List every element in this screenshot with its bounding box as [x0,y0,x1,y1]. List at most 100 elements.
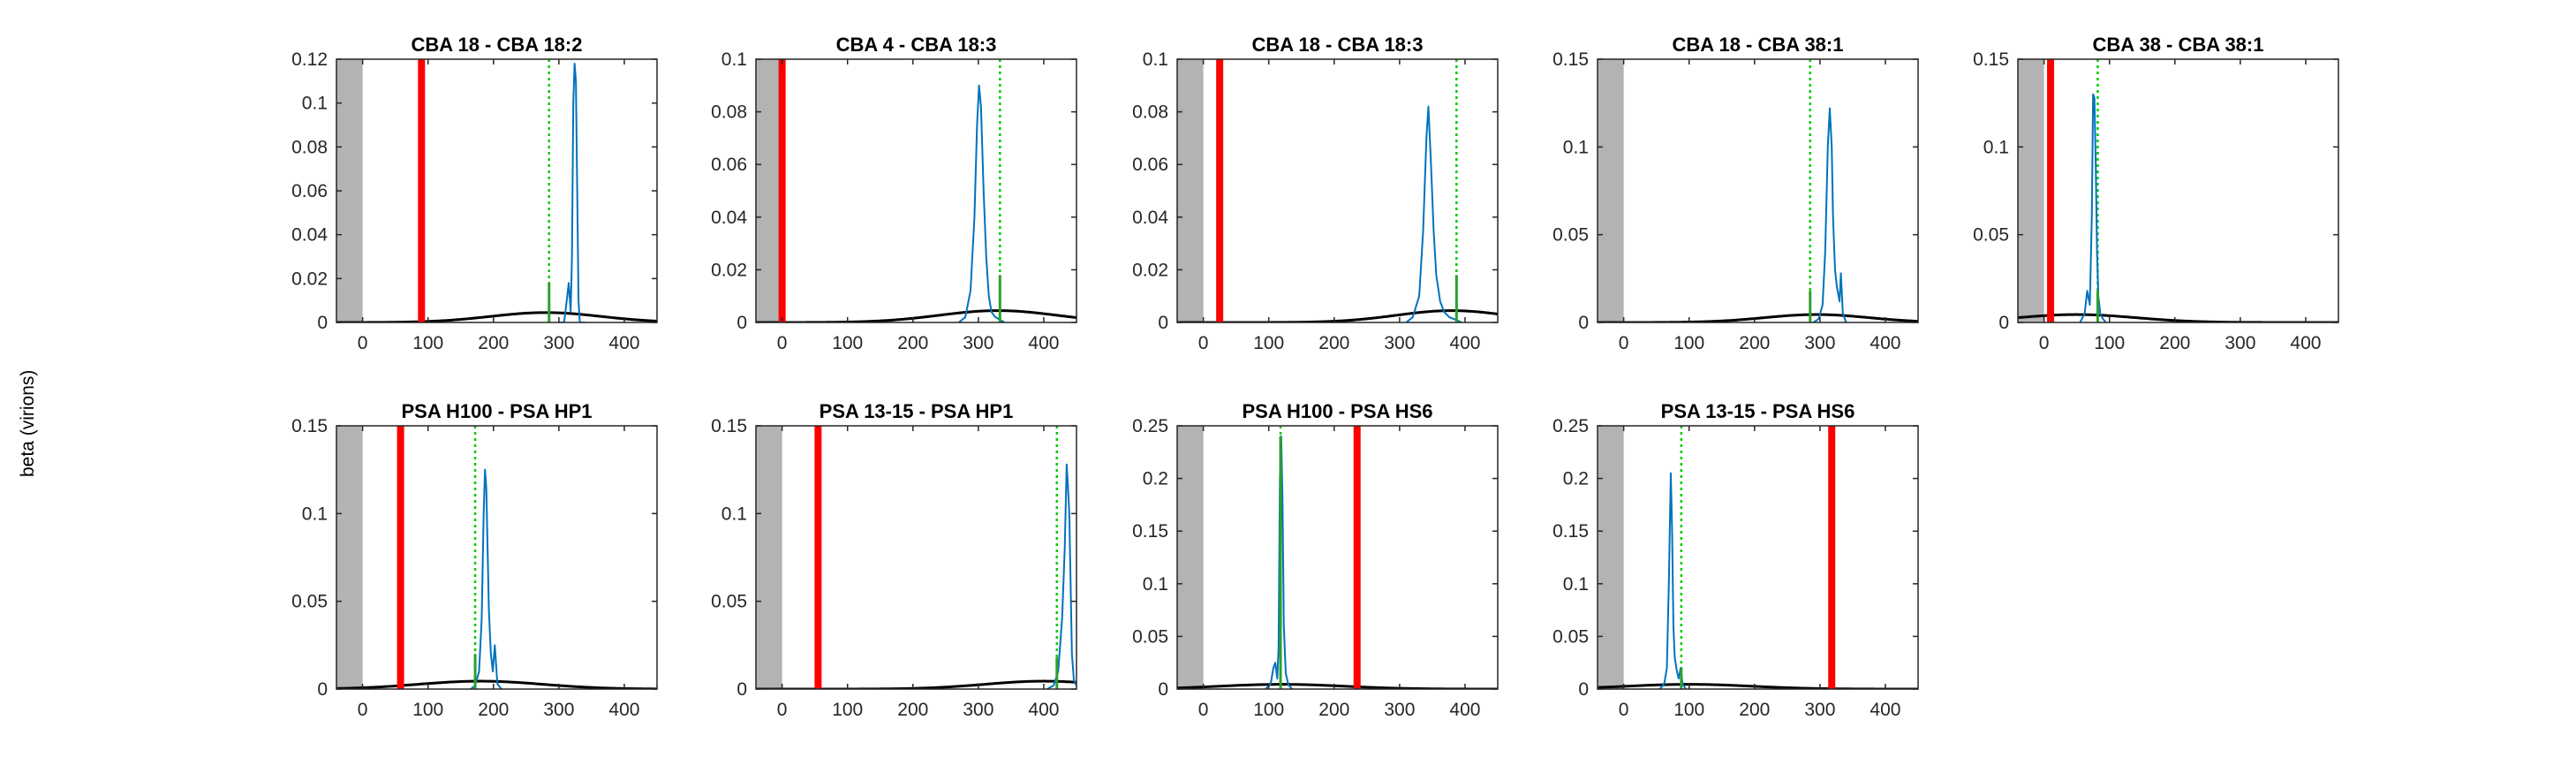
shaded-region [1177,59,1204,322]
y-tick-label: 0 [1578,313,1589,333]
x-tick-label: 100 [832,333,863,353]
subplot-2: 0 100 200 300 400 0 0.02 0.04 0.06 0.08 0.1 CBA 4 -… [711,34,1077,353]
subplot-5: 0 100 200 300 400 0 0.05 0.1 0.15 CBA 38 - CBA 38… [1973,34,2339,353]
subplot-title: PSA 13-15 - PSA HP1 [820,400,1014,422]
subplot-3: 0 100 200 300 400 0 0.02 0.04 0.06 0.08 0.1 CBA 18 … [1132,34,1499,353]
x-tick-label: 100 [1673,333,1704,353]
x-tick-label: 100 [412,700,443,720]
y-tick-label: 0.15 [1973,49,2009,70]
x-tick-label: 200 [1318,333,1349,353]
y-tick-label: 0 [317,313,328,333]
subplot-title: CBA 4 - CBA 18:3 [836,34,997,56]
shaded-region [1598,59,1624,322]
y-tick-label: 0.02 [1132,260,1168,280]
y-tick-label: 0.06 [1132,155,1168,175]
y-tick-label: 0.08 [711,102,747,123]
posterior-series [958,84,1006,322]
x-tick-label: 0 [1198,333,1209,353]
y-tick-label: 0.05 [711,592,747,612]
x-tick-label: 100 [1253,333,1284,353]
x-tick-label: 100 [1673,700,1704,720]
y-tick-label: 0.02 [711,260,747,280]
x-tick-label: 100 [1253,700,1284,720]
y-tick-label: 0 [737,313,747,333]
plot-area [756,59,1076,322]
x-tick-label: 0 [1198,700,1209,720]
x-tick-label: 400 [1870,700,1900,720]
axes-frame [755,425,1077,690]
plot-area [2018,59,2338,322]
x-tick-label: 300 [1804,333,1835,353]
axes-frame [1597,58,1919,323]
y-tick-label: 0.05 [1973,225,2009,246]
plot-area [1598,59,1918,322]
plot-area [1598,426,1918,689]
x-tick-label: 200 [897,333,928,353]
subplot-title: CBA 18 - CBA 18:2 [412,34,583,56]
axes-frame [2017,58,2339,323]
y-tick-label: 0.25 [1552,416,1589,436]
shaded-region [2018,59,2044,322]
x-tick-label: 400 [608,700,639,720]
axes-frame [1176,425,1499,690]
y-tick-label: 0.2 [1563,469,1589,489]
y-tick-label: 0.04 [711,208,747,228]
x-tick-label: 200 [897,700,928,720]
x-tick-label: 200 [1739,333,1770,353]
y-tick-label: 0.15 [291,416,328,436]
plot-area [336,59,657,322]
x-tick-label: 0 [358,700,368,720]
shaded-region [1598,426,1624,689]
subplot-6: 0 100 200 300 400 0 0.05 0.1 0.15 PSA H100 - PSA … [291,400,658,720]
subplot-1: 0 100 200 300 400 0 0.02 0.04 0.06 0.08 0.1 0.12 CBA… [291,34,658,353]
shaded-region [756,426,782,689]
x-tick-label: 300 [1804,700,1835,720]
x-tick-label: 400 [1449,700,1480,720]
x-tick-label: 400 [1028,700,1059,720]
x-tick-label: 100 [412,333,443,353]
x-tick-label: 300 [543,700,574,720]
x-tick-label: 300 [1384,333,1415,353]
posterior-series [1812,107,1847,322]
prior-curve [756,679,1076,689]
axes-frame [755,58,1077,323]
plot-area [1177,426,1498,689]
x-tick-label: 300 [963,700,993,720]
subplot-title: PSA H100 - PSA HS6 [1242,400,1432,422]
y-tick-label: 0.04 [1132,208,1168,228]
subplot-title: PSA H100 - PSA HP1 [401,400,592,422]
shaded-region [1177,426,1204,689]
posterior-series [2079,93,2107,322]
y-tick-label: 0.06 [291,181,328,201]
y-tick-label: 0 [1158,313,1168,333]
x-tick-label: 200 [478,333,509,353]
subplot-4: 0 100 200 300 400 0 0.05 0.1 0.15 CBA 18 - CBA 38… [1552,34,1919,353]
y-tick-label: 0 [1578,679,1589,700]
y-tick-label: 0.05 [1552,225,1589,246]
y-tick-label: 0.15 [1552,49,1589,70]
x-tick-label: 400 [1028,333,1059,353]
y-tick-label: 0.1 [1563,574,1589,595]
shaded-region [756,59,782,322]
y-tick-label: 0.12 [291,49,328,70]
x-tick-label: 400 [2290,333,2321,353]
x-tick-label: 200 [478,700,509,720]
x-tick-label: 100 [832,700,863,720]
y-tick-label: 0.06 [711,155,747,175]
y-tick-label: 0.08 [291,137,328,157]
y-tick-label: 0.04 [291,225,328,246]
x-tick-label: 300 [2225,333,2255,353]
y-tick-label: 0 [1998,313,2009,333]
x-tick-label: 0 [777,333,788,353]
axes-frame [1176,58,1499,323]
subplot-7: 0 100 200 300 400 0 0.05 0.1 0.15 PSA 13-15 - PSA… [711,400,1077,720]
subplot-title: PSA 13-15 - PSA HS6 [1661,400,1855,422]
y-tick-label: 0 [317,679,328,700]
y-tick-label: 0.1 [1143,574,1168,595]
y-tick-label: 0 [1158,679,1168,700]
axes-frame [1597,425,1919,690]
plot-marks [336,426,657,689]
axes-frame [336,425,658,690]
x-tick-label: 200 [2159,333,2190,353]
